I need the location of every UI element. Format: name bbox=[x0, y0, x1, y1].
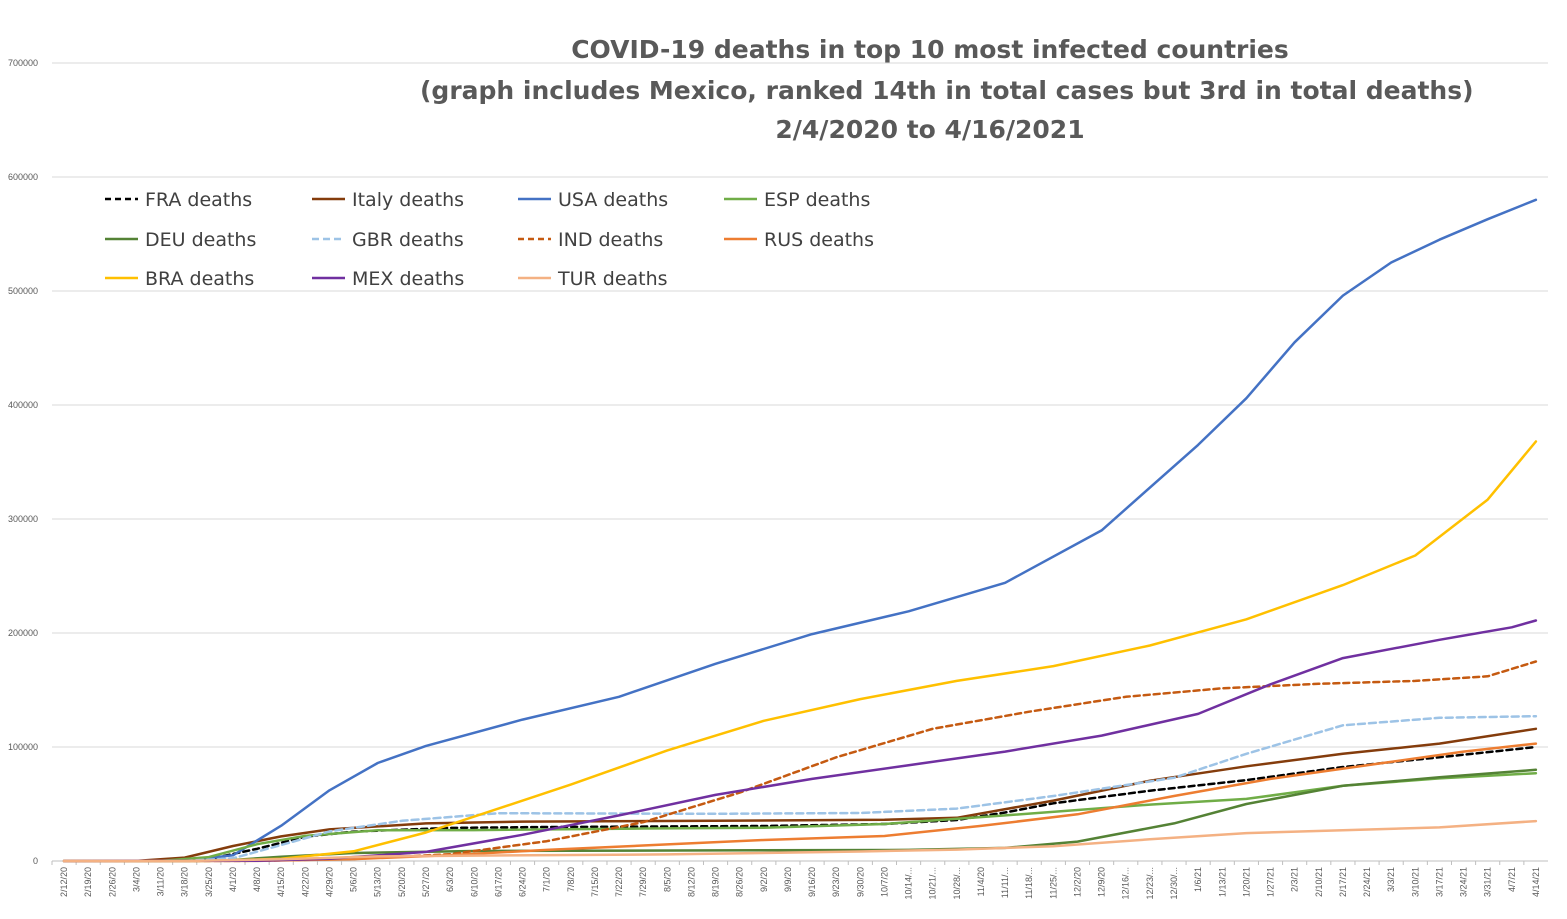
series-line-esp-deaths bbox=[62, 771, 1538, 863]
x-tick-label: 4/7/21 bbox=[1507, 867, 1517, 892]
x-tick-label: 2/17/21 bbox=[1338, 867, 1348, 897]
legend-label-usa-deaths: USA deaths bbox=[558, 189, 668, 211]
x-tick-label: 4/22/20 bbox=[300, 867, 310, 897]
legend-label-rus-deaths: RUS deaths bbox=[764, 229, 874, 251]
x-tick-label: 4/1/20 bbox=[228, 867, 238, 892]
x-tick-label: 7/8/20 bbox=[566, 867, 576, 892]
series-line-ind-deaths bbox=[62, 660, 1538, 863]
x-tick-label: 3/25/20 bbox=[204, 867, 214, 897]
x-tick-label: 12/30/... bbox=[1169, 867, 1179, 900]
x-tick-label: 12/23/... bbox=[1145, 867, 1155, 900]
legend-label-bra-deaths: BRA deaths bbox=[145, 268, 254, 290]
legend-label-deu-deaths: DEU deaths bbox=[145, 229, 256, 251]
x-tick-label: 9/2/20 bbox=[759, 867, 769, 892]
series-line-bra-deaths bbox=[62, 440, 1538, 863]
x-tick-label: 3/17/21 bbox=[1434, 867, 1444, 897]
y-tick-label: 700000 bbox=[8, 58, 38, 68]
x-tick-label: 11/11/... bbox=[1000, 867, 1010, 898]
legend-label-mex-deaths: MEX deaths bbox=[352, 268, 464, 290]
x-tick-label: 1/6/21 bbox=[1193, 867, 1203, 892]
x-tick-label: 11/25/... bbox=[1048, 867, 1058, 899]
x-tick-label: 7/22/20 bbox=[614, 867, 624, 897]
y-tick-label: 0 bbox=[33, 856, 38, 866]
x-tick-label: 7/15/20 bbox=[590, 867, 600, 897]
x-tick-label: 9/16/20 bbox=[807, 867, 817, 897]
x-tick-label: 4/15/20 bbox=[276, 867, 286, 897]
x-tick-label: 4/29/20 bbox=[324, 867, 334, 897]
x-tick-label: 3/10/21 bbox=[1410, 867, 1420, 897]
chart-title-line-2: (graph includes Mexico, ranked 14th in t… bbox=[420, 76, 1474, 105]
x-tick-label: 5/13/20 bbox=[373, 867, 383, 897]
x-tick-label: 8/12/20 bbox=[686, 867, 696, 897]
x-tick-label: 3/18/20 bbox=[180, 867, 190, 897]
x-tick-label: 12/2/20 bbox=[1072, 867, 1082, 897]
series-line-deu-deaths bbox=[62, 768, 1538, 863]
x-tick-label: 12/9/20 bbox=[1097, 867, 1107, 897]
x-tick-label: 1/27/21 bbox=[1266, 867, 1276, 897]
x-tick-label: 11/4/20 bbox=[976, 867, 986, 896]
x-tick-label: 2/12/20 bbox=[59, 867, 69, 897]
x-tick-label: 6/17/20 bbox=[493, 867, 503, 897]
series-line-mex-deaths bbox=[62, 619, 1538, 863]
x-tick-label: 1/13/21 bbox=[1217, 867, 1227, 897]
series-line-rus-deaths bbox=[62, 742, 1538, 863]
x-tick-label: 5/20/20 bbox=[397, 867, 407, 897]
series-line-gbr-deaths bbox=[62, 714, 1538, 863]
chart-title-line-1: COVID-19 deaths in top 10 most infected … bbox=[571, 35, 1289, 64]
x-tick-label: 2/3/21 bbox=[1290, 867, 1300, 892]
legend-label-italy-deaths: Italy deaths bbox=[352, 189, 464, 211]
x-tick-label: 2/26/20 bbox=[107, 867, 117, 897]
x-tick-label: 10/28/... bbox=[952, 867, 962, 900]
x-tick-label: 5/27/20 bbox=[421, 867, 431, 897]
series-line-tur-deaths bbox=[62, 819, 1538, 863]
y-tick-label: 500000 bbox=[8, 286, 38, 296]
series-line-italy-deaths bbox=[62, 727, 1538, 863]
chart-title-line-3: 2/4/2020 to 4/16/2021 bbox=[775, 115, 1085, 144]
legend-label-esp-deaths: ESP deaths bbox=[764, 189, 870, 211]
y-tick-label: 300000 bbox=[8, 514, 38, 524]
x-tick-label: 3/4/20 bbox=[131, 867, 141, 892]
x-tick-label: 2/19/20 bbox=[83, 867, 93, 897]
x-tick-label: 9/9/20 bbox=[783, 867, 793, 892]
x-tick-label: 10/14/... bbox=[904, 867, 914, 900]
x-tick-label: 11/18/... bbox=[1024, 867, 1034, 899]
x-tick-label: 3/3/21 bbox=[1386, 867, 1396, 892]
series-line-usa-deaths bbox=[62, 198, 1538, 863]
y-tick-label: 200000 bbox=[8, 628, 38, 638]
x-tick-label: 4/14/21 bbox=[1531, 867, 1541, 897]
y-tick-label: 400000 bbox=[8, 400, 38, 410]
x-tick-label: 4/8/20 bbox=[252, 867, 262, 892]
x-tick-label: 8/5/20 bbox=[662, 867, 672, 892]
legend-label-fra-deaths: FRA deaths bbox=[145, 189, 252, 211]
x-tick-label: 10/7/20 bbox=[879, 867, 889, 897]
x-tick-label: 6/10/20 bbox=[469, 867, 479, 897]
x-tick-label: 12/16/... bbox=[1121, 867, 1131, 900]
y-tick-label: 600000 bbox=[8, 172, 38, 182]
x-tick-label: 5/6/20 bbox=[349, 867, 359, 892]
legend-label-ind-deaths: IND deaths bbox=[558, 229, 663, 251]
x-tick-label: 3/24/21 bbox=[1459, 867, 1469, 897]
x-tick-label: 7/29/20 bbox=[638, 867, 648, 897]
x-tick-label: 2/24/21 bbox=[1362, 867, 1372, 897]
y-tick-label: 100000 bbox=[8, 742, 38, 752]
x-tick-label: 2/10/21 bbox=[1314, 867, 1324, 897]
x-tick-label: 8/26/20 bbox=[735, 867, 745, 897]
x-tick-label: 6/3/20 bbox=[445, 867, 455, 892]
x-tick-label: 7/1/20 bbox=[542, 867, 552, 892]
x-tick-label: 1/20/21 bbox=[1241, 867, 1251, 897]
x-tick-label: 8/19/20 bbox=[711, 867, 721, 897]
x-tick-label: 9/23/20 bbox=[831, 867, 841, 897]
x-tick-label: 6/24/20 bbox=[518, 867, 528, 897]
x-tick-label: 10/21/... bbox=[928, 867, 938, 900]
x-tick-label: 3/11/20 bbox=[156, 867, 166, 896]
x-tick-label: 3/31/21 bbox=[1483, 867, 1493, 897]
legend-label-gbr-deaths: GBR deaths bbox=[352, 229, 464, 251]
x-tick-label: 9/30/20 bbox=[855, 867, 865, 897]
legend-label-tur-deaths: TUR deaths bbox=[557, 268, 668, 290]
